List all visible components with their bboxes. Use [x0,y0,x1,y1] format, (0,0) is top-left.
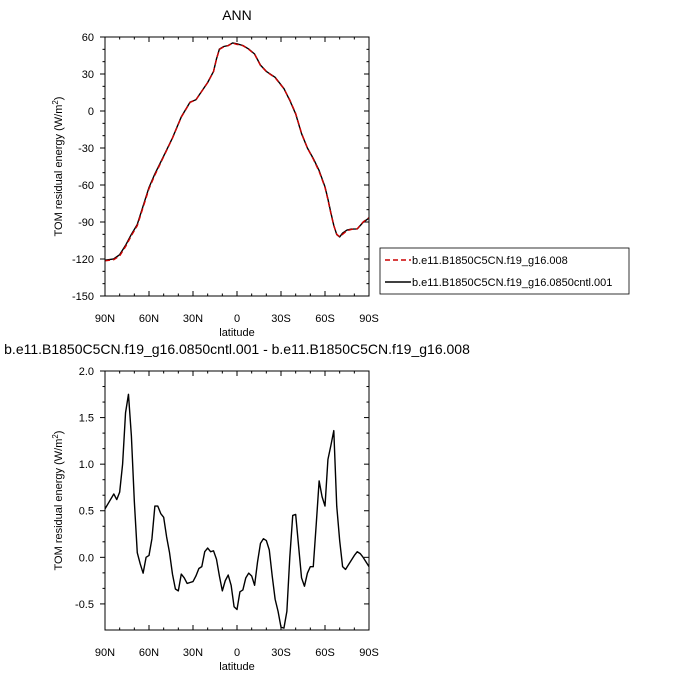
top-y-axis-title: TOM residual energy (W/m2) [51,97,65,237]
bottom-plot-frame [104,370,370,631]
bottom-y-tick-label: 2.0 [79,366,94,378]
top-y-tick-label: -90 [78,217,94,229]
bottom-panel: b.e11.B1850C5CN.f19_g16.0850cntl.001 - b… [4,341,470,673]
legend: b.e11.B1850C5CN.f19_g16.008 b.e11.B1850C… [379,247,630,295]
top-y-tick-label: 30 [82,69,94,81]
top-y-tick-label: 0 [88,106,94,118]
top-y-tick-label: -60 [78,180,94,192]
bottom-x-tick-label: 30N [183,647,203,659]
bottom-title: b.e11.B1850C5CN.f19_g16.0850cntl.001 - b… [4,341,470,357]
bottom-y-tick-label: 0.0 [79,552,94,564]
top-y-tick-label: -150 [72,291,94,303]
top-x-tick-label: 90S [359,313,379,325]
bottom-y-tick-label: 0.5 [79,506,94,518]
top-panel: ANN 90N 60N 30N 0 30S 60S 90S -150 -120 -90 -60 -30… [51,7,379,339]
bottom-x-tick-label: 90N [95,647,115,659]
bottom-series-line-1 [104,393,370,629]
bottom-x-tick-label: 30S [271,647,291,659]
bottom-y-axis-title: TOM residual energy (W/m2) [51,431,65,571]
bottom-tick-labels: 90N 60N 30N 0 30S 60S 90S -0.5 0.0 0.5 1.0 1.5 2.0 [75,366,379,659]
legend-label-series-1: b.e11.B1850C5CN.f19_g16.008 [412,255,568,267]
top-y-tick-label: -120 [72,254,94,266]
top-y-tick-label: -30 [78,143,94,155]
top-x-tick-label: 90N [95,313,115,325]
top-series-line-1 [104,42,370,262]
top-plot-frame [104,36,370,297]
bottom-ticks [100,370,370,630]
top-y-tick-label: 60 [82,32,94,44]
top-series-line-2 [104,42,370,261]
top-title: ANN [222,7,252,23]
top-x-tick-label: 30S [271,313,291,325]
bottom-x-tick-label: 60S [315,647,335,659]
top-x-tick-label: 0 [234,313,240,325]
bottom-y-tick-label: 1.5 [79,413,94,425]
bottom-y-tick-label: 1.0 [79,459,94,471]
top-x-tick-label: 60S [315,313,335,325]
bottom-series [104,393,370,629]
legend-label-series-2: b.e11.B1850C5CN.f19_g16.0850cntl.001 [412,277,612,289]
legend-box [379,247,630,295]
top-tick-labels: 90N 60N 30N 0 30S 60S 90S -150 -120 -90 -60 -30 0 30 6… [72,32,379,325]
top-x-tick-label: 60N [139,313,159,325]
bottom-x-axis-title: latitude [219,661,254,673]
top-ticks [100,36,370,297]
top-series [104,42,370,262]
bottom-x-tick-label: 0 [234,647,240,659]
top-x-axis-title: latitude [219,327,254,339]
bottom-x-tick-label: 90S [359,647,379,659]
bottom-y-tick-label: -0.5 [75,599,94,611]
bottom-x-tick-label: 60N [139,647,159,659]
top-x-tick-label: 30N [183,313,203,325]
